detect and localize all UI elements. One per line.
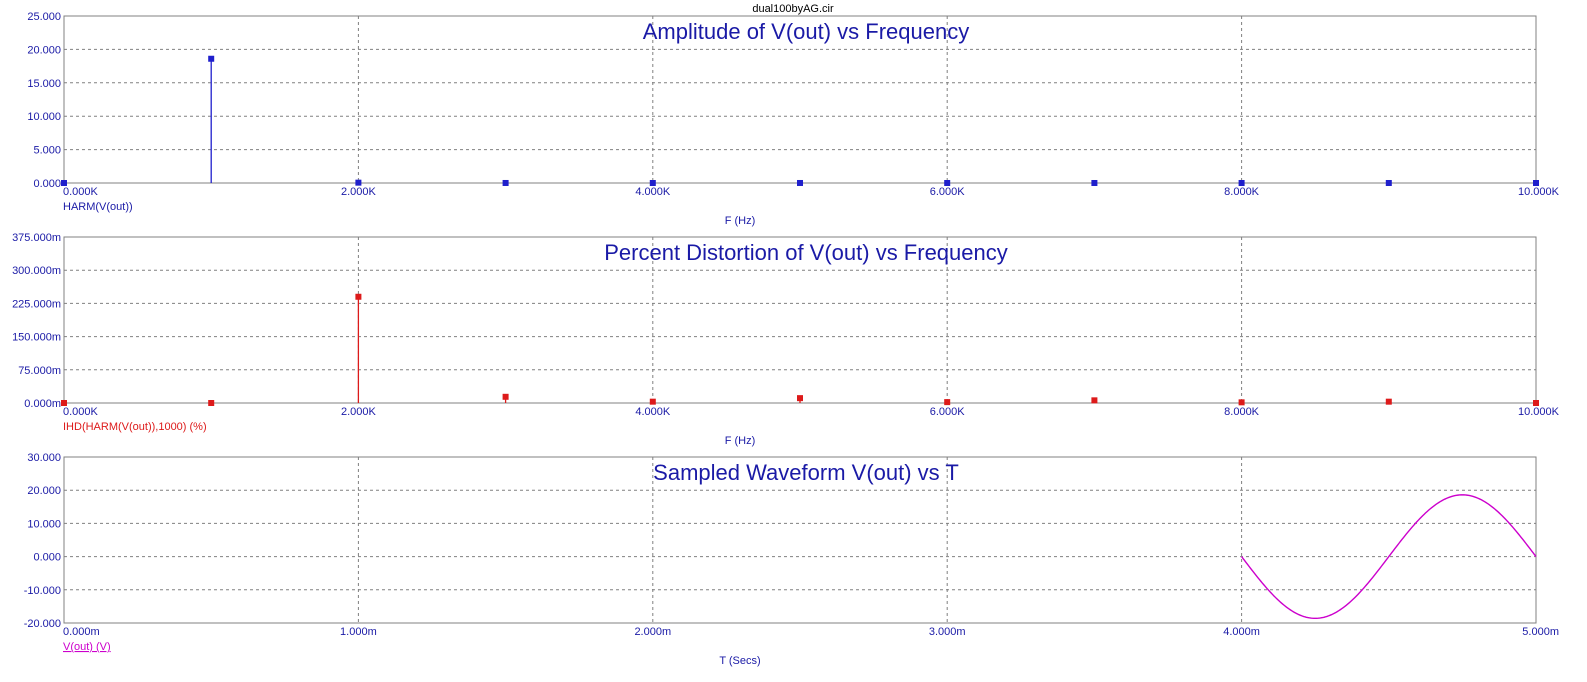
data-point-marker — [502, 393, 509, 400]
plot-title: Sampled Waveform V(out) vs T — [653, 460, 959, 485]
data-point-marker — [208, 55, 215, 62]
x-tick-label: 4.000K — [635, 406, 671, 418]
plot-panel-1: 0.000K 2.000K 4.000K 6.000K 8.000K 10.000K 0.0… — [27, 11, 1559, 227]
plot-title: Amplitude of V(out) vs Frequency — [643, 19, 969, 44]
data-point-marker — [1238, 399, 1245, 406]
x-tick-label: 10.000K — [1518, 186, 1560, 198]
x-axis-label: F (Hz) — [725, 435, 756, 447]
x-axis-label: F (Hz) — [725, 215, 756, 227]
data-point-marker — [61, 180, 67, 186]
x-tick-label: 3.000m — [929, 626, 966, 638]
x-axis-label: T (Secs) — [719, 655, 760, 667]
y-tick-label: 75.000m — [18, 365, 61, 377]
file-title: dual100byAG.cir — [752, 3, 834, 15]
x-tick-label: 5.000m — [1522, 626, 1559, 638]
data-point-marker — [208, 400, 215, 406]
data-point-marker — [649, 398, 656, 405]
x-tick-label: 2.000K — [341, 406, 377, 418]
x-tick-label: 1.000m — [340, 626, 377, 638]
x-tick-label: 0.000K — [63, 186, 99, 198]
y-tick-label: 30.000 — [27, 452, 61, 464]
data-point-marker — [1385, 398, 1392, 405]
waveform-line — [1241, 494, 1537, 620]
data-point-marker — [1091, 179, 1098, 186]
y-tick-label: 10.000 — [27, 111, 61, 123]
y-tick-label: -20.000 — [24, 618, 61, 630]
x-tick-label: 4.000K — [635, 186, 671, 198]
series-label: IHD(HARM(V(out)),1000) (%) — [63, 421, 207, 433]
data-point-marker — [355, 293, 362, 300]
y-tick-label: 20.000 — [27, 485, 61, 497]
series-label: HARM(V(out)) — [63, 201, 133, 213]
x-tick-label: 0.000m — [63, 626, 100, 638]
x-tick-label: 0.000K — [63, 406, 99, 418]
data-point-marker — [797, 179, 803, 186]
y-tick-label: 0.000 — [33, 178, 61, 190]
data-point-marker — [944, 179, 951, 186]
data-point-marker — [502, 179, 509, 186]
y-tick-label: 225.000m — [12, 298, 61, 310]
data-point-marker — [1533, 400, 1539, 406]
x-tick-label: 2.000m — [634, 626, 671, 638]
x-tick-label: 8.000K — [1224, 186, 1260, 198]
x-tick-label: 8.000K — [1224, 406, 1260, 418]
y-tick-label: -10.000 — [24, 585, 61, 597]
plot-panel-2: 0.000K 2.000K 4.000K 6.000K 8.000K 10.000K 0.0… — [12, 232, 1560, 447]
y-tick-label: 300.000m — [12, 265, 61, 277]
y-tick-label: 20.000 — [27, 44, 61, 56]
data-point-marker — [355, 179, 362, 186]
y-tick-label: 5.000 — [33, 145, 61, 157]
x-tick-label: 4.000m — [1223, 626, 1260, 638]
y-tick-label: 15.000 — [27, 78, 61, 90]
y-tick-label: 375.000m — [12, 232, 61, 244]
data-point-marker — [1238, 179, 1245, 186]
plot-frame — [63, 456, 1537, 624]
data-point-marker — [1533, 180, 1539, 186]
y-tick-label: 25.000 — [27, 11, 61, 23]
x-tick-label: 10.000K — [1518, 406, 1560, 418]
y-tick-label: 0.000 — [33, 552, 61, 564]
data-point-marker — [1091, 397, 1098, 404]
plot-title: Percent Distortion of V(out) vs Frequenc… — [604, 240, 1008, 265]
plot-panel-3: 0.000m 1.000m 2.000m 3.000m 4.000m 5.000m -20.… — [24, 452, 1559, 667]
x-tick-label: 2.000K — [341, 186, 377, 198]
y-tick-label: 150.000m — [12, 332, 61, 344]
data-point-marker — [944, 399, 951, 406]
data-point-marker — [1385, 179, 1392, 186]
x-tick-label: 6.000K — [930, 406, 966, 418]
y-tick-label: 0.000m — [24, 398, 61, 410]
y-tick-label: 10.000 — [27, 518, 61, 530]
data-point-marker — [797, 395, 803, 402]
data-point-marker — [649, 179, 656, 186]
data-point-marker — [61, 400, 67, 406]
x-tick-label: 6.000K — [930, 186, 966, 198]
series-label: V(out) (V) — [63, 641, 111, 653]
